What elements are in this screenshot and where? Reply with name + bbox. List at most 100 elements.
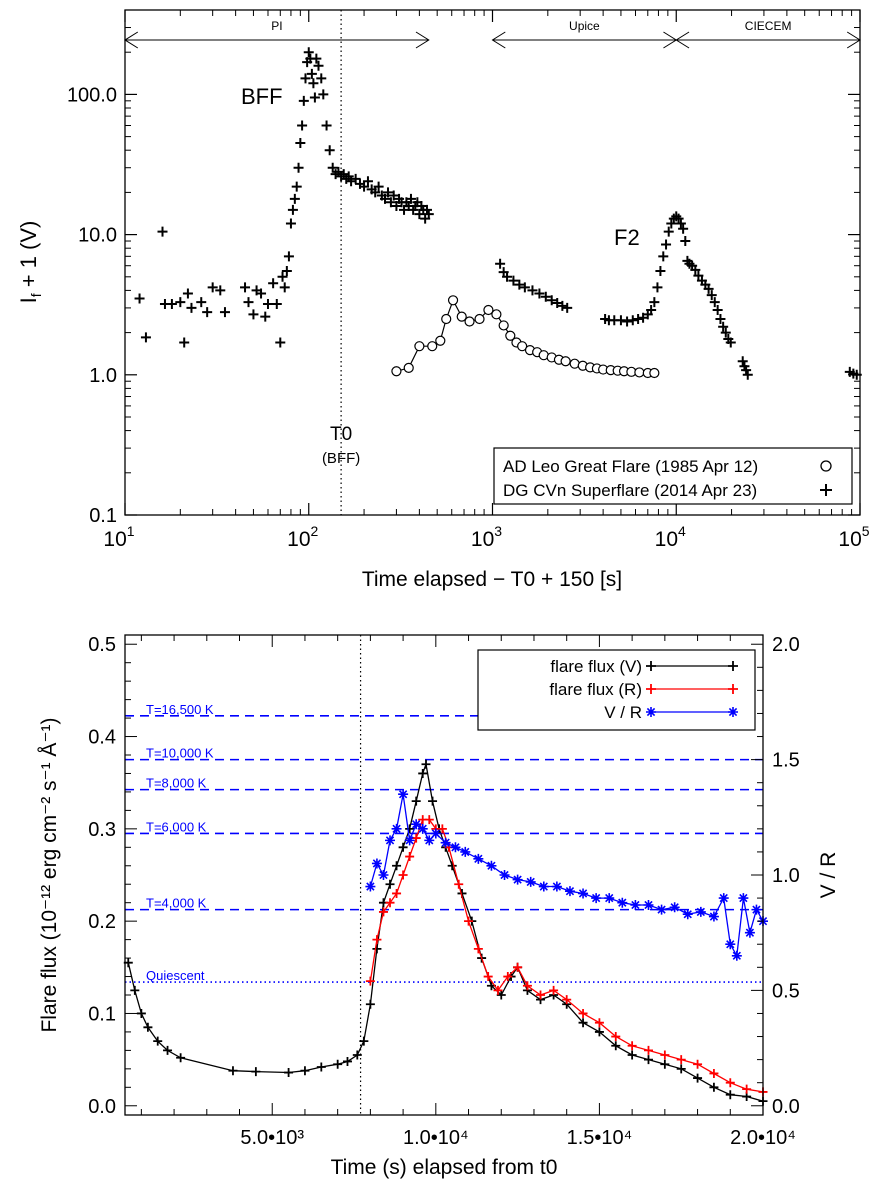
data-point-dgcvn [300,73,311,84]
y2-tick-label: 0.5 [772,980,800,1002]
data-point-dgcvn [742,369,753,380]
data-point-dgcvn [663,226,674,237]
data-point-dgcvn [646,304,657,315]
data-point-dgcvn [275,337,286,348]
data-point-r [398,870,408,880]
data-point-vr [744,927,755,938]
bottom-legend-label-v: flare flux (V) [550,657,642,676]
data-point-dgcvn [502,271,513,282]
series-v [123,759,768,1106]
reference-line-t-16-500-k: T=16,500 K [125,702,485,717]
bottom-legend-label-vr: V / R [604,703,642,722]
data-point-dgcvn [243,297,254,308]
data-point-adleo [441,313,452,325]
data-point-dgcvn [720,327,731,338]
data-point-adleo [483,304,494,316]
phase-upice: Upice [491,19,678,49]
x-tick-label: 1.5•10⁴ [567,1127,633,1149]
data-point-vr [669,902,680,913]
x-tick-label: 104 [655,523,686,551]
data-point-dgcvn [527,285,538,296]
data-point-v [365,999,375,1009]
legend-marker-r [646,684,738,694]
data-point-v [428,796,438,806]
series-dgcvn [134,47,862,380]
data-point-adleo [498,320,509,331]
top-t0-sublabel: (BFF) [322,450,360,467]
data-point-dgcvn [283,251,294,262]
data-point-vr [564,886,575,897]
data-point-dgcvn [308,78,319,89]
data-point-vr [718,893,729,904]
data-point-vr [682,909,693,920]
data-point-vr [404,835,415,846]
data-point-r [473,944,483,954]
reference-line-label: T=16,500 K [146,702,214,717]
data-point-dgcvn [362,176,373,187]
data-point-r [522,981,532,991]
data-point-vr [643,900,654,910]
data-point-v [316,1062,326,1072]
data-point-r [536,990,546,1000]
data-point-vr [695,906,706,917]
y-tick-label: 0.1 [88,1003,116,1025]
data-point-vr [440,837,451,848]
data-point-v [136,1008,146,1018]
data-point-dgcvn [313,60,324,71]
data-point-v [143,1022,153,1032]
data-point-dgcvn [297,120,308,131]
data-point-dgcvn [186,302,197,313]
x-tick-label: 101 [103,523,134,551]
data-point-v [611,1041,621,1051]
data-point-adleo [447,295,459,306]
data-point-vr [450,842,461,853]
data-point-dgcvn [673,213,684,224]
data-point-dgcvn [316,73,327,84]
data-point-r [464,916,474,926]
data-point-adleo [427,341,438,352]
reference-line-label: T=4,000 K [146,896,207,911]
data-point-dgcvn [703,283,714,294]
series-line-vr [369,794,764,958]
data-point-v [251,1067,261,1077]
data-point-dgcvn [271,298,282,309]
x-tick-label-base: 10 [838,528,861,551]
data-point-dgcvn [240,282,251,293]
data-point-vr [391,823,402,834]
data-point-vr [525,876,536,887]
data-point-dgcvn [291,181,302,192]
x-tick-label: 105 [838,523,869,551]
data-point-v [153,1036,163,1046]
x-tick-label: 1.0•10⁴ [403,1127,469,1149]
legend-marker-v [646,661,738,671]
data-point-vr [630,900,641,910]
data-point-vr [591,893,602,904]
reference-line-t-10-000-k: T=10,000 K [125,746,763,761]
data-point-r [693,1059,703,1069]
data-point-r [365,976,375,986]
reference-line-label: T=6,000 K [146,819,207,834]
data-point-vr [424,835,435,846]
data-point-dgcvn [346,176,357,187]
data-point-adleo [456,311,467,322]
data-point-r [411,833,421,843]
data-point-dgcvn [256,288,267,299]
data-point-v [418,768,428,778]
data-point-dgcvn [649,297,660,308]
data-point-dgcvn [219,307,230,318]
data-point-vr [578,888,589,899]
y-tick-label: 0.5 [88,634,116,656]
data-point-dgcvn [287,204,298,215]
legend-symbol [646,707,656,717]
data-point-dgcvn [207,282,218,293]
data-point-dgcvn [380,193,391,204]
data-point-vr [417,823,428,834]
data-point-dgcvn [262,298,273,309]
data-point-v [163,1045,173,1055]
data-point-adleo [464,316,475,327]
x-tick-label-base: 10 [103,528,126,551]
data-point-v [385,879,395,889]
data-point-adleo [649,367,660,379]
data-point-dgcvn [179,337,190,348]
data-point-dgcvn [678,223,689,234]
